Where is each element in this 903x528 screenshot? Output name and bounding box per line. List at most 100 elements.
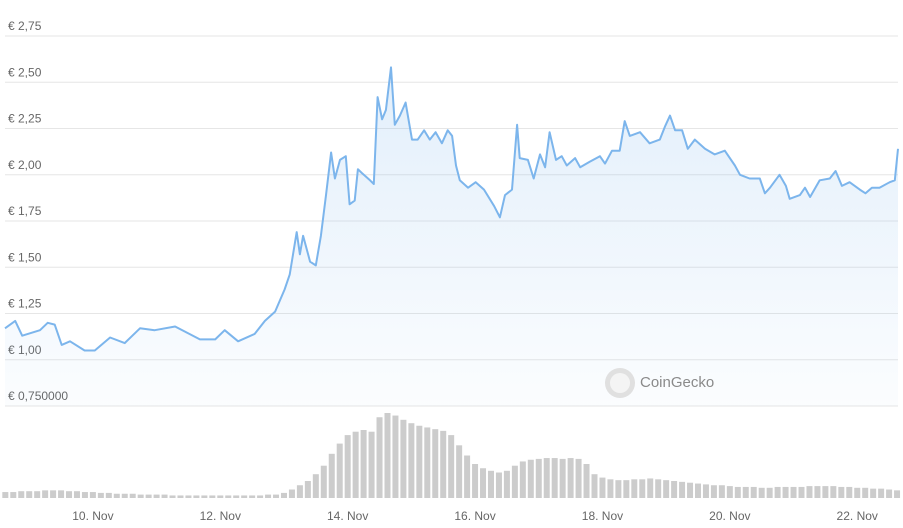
volume-bar bbox=[432, 429, 439, 498]
volume-bar bbox=[655, 479, 662, 498]
volume-bar bbox=[511, 465, 518, 498]
volume-bar bbox=[137, 494, 144, 498]
volume-bar bbox=[265, 494, 272, 498]
volume-bar bbox=[782, 486, 789, 498]
volume-bar bbox=[416, 425, 423, 498]
x-tick-label: 22. Nov bbox=[837, 509, 878, 523]
volume-bar bbox=[487, 470, 494, 498]
volume-bar bbox=[129, 493, 136, 498]
volume-bar bbox=[710, 485, 717, 498]
x-tick-label: 10. Nov bbox=[72, 509, 113, 523]
volume-bar bbox=[304, 481, 311, 498]
volume-bar bbox=[639, 479, 646, 498]
volume-bar bbox=[408, 423, 415, 498]
volume-bar bbox=[798, 486, 805, 498]
volume-bar bbox=[607, 479, 614, 498]
volume-bar bbox=[830, 486, 837, 498]
volume-bar bbox=[750, 486, 757, 498]
volume-bar bbox=[50, 490, 57, 498]
volume-bar bbox=[551, 458, 558, 498]
volume-bar bbox=[583, 464, 590, 498]
watermark: CoinGecko bbox=[605, 368, 714, 398]
y-tick-label: € 1,50 bbox=[8, 250, 42, 264]
volume-bar bbox=[631, 479, 638, 498]
volume-bar bbox=[34, 491, 41, 498]
volume-bar bbox=[225, 495, 232, 498]
volume-bar bbox=[870, 488, 877, 498]
volume-bar bbox=[464, 455, 471, 498]
volume-bar bbox=[838, 486, 845, 498]
volume-bar bbox=[384, 413, 391, 498]
volume-bar bbox=[742, 486, 749, 498]
volume-bar bbox=[161, 494, 168, 498]
volume-bar bbox=[376, 417, 383, 498]
x-tick-label: 20. Nov bbox=[709, 509, 750, 523]
volume-bar bbox=[559, 458, 566, 498]
volume-bar bbox=[846, 486, 853, 498]
volume-bar bbox=[121, 493, 128, 498]
volume-bar bbox=[822, 486, 829, 498]
volume-bar bbox=[503, 470, 510, 498]
volume-bar bbox=[702, 484, 709, 498]
volume-bar bbox=[456, 445, 463, 498]
volume-bar bbox=[886, 489, 893, 498]
volume-bar bbox=[368, 431, 375, 498]
volume-bar bbox=[233, 495, 240, 498]
volume-bar bbox=[472, 464, 479, 498]
volume-bar bbox=[671, 481, 678, 498]
volume-bar bbox=[615, 480, 622, 498]
volume-bar bbox=[527, 459, 534, 498]
volume-bar bbox=[113, 493, 120, 498]
volume-bar bbox=[400, 419, 407, 498]
volume-bar bbox=[193, 495, 200, 498]
y-tick-label: € 1,25 bbox=[8, 297, 42, 311]
volume-bar bbox=[328, 453, 335, 498]
volume-bar bbox=[10, 492, 17, 498]
volume-bar bbox=[599, 477, 606, 498]
volume-bar bbox=[647, 478, 654, 498]
volume-bar bbox=[169, 495, 176, 498]
volume-bar bbox=[97, 492, 104, 498]
volume-bar bbox=[241, 495, 248, 498]
volume-bar bbox=[249, 495, 256, 498]
volume-bar bbox=[344, 435, 351, 498]
volume-bar bbox=[854, 487, 861, 498]
volume-bar bbox=[790, 486, 797, 498]
volume-bar bbox=[694, 483, 701, 498]
volume-bar bbox=[392, 415, 399, 498]
volume-bar bbox=[814, 486, 821, 498]
volume-bar bbox=[352, 431, 359, 498]
volume-bar bbox=[440, 430, 447, 498]
volume-bar bbox=[687, 482, 694, 498]
volume-bar bbox=[153, 494, 160, 498]
volume-bar bbox=[336, 443, 343, 498]
volume-bar bbox=[81, 492, 88, 498]
volume-bar bbox=[480, 468, 487, 498]
volume-bar bbox=[273, 494, 280, 498]
volume-bar bbox=[862, 487, 869, 498]
volume-bar bbox=[519, 461, 526, 498]
y-tick-label: € 2,75 bbox=[8, 19, 42, 33]
volume-bar bbox=[535, 458, 542, 498]
volume-bar bbox=[177, 495, 184, 498]
volume-bar bbox=[312, 474, 319, 498]
volume-bar bbox=[758, 487, 765, 498]
volume-bar bbox=[894, 490, 901, 498]
volume-bar bbox=[543, 458, 550, 498]
volume-bar bbox=[73, 491, 80, 498]
volume-bar bbox=[288, 489, 295, 498]
volume-bar bbox=[201, 495, 208, 498]
x-tick-label: 14. Nov bbox=[327, 509, 368, 523]
volume-bar bbox=[424, 427, 431, 498]
volume-bar bbox=[66, 491, 73, 498]
x-tick-label: 18. Nov bbox=[582, 509, 623, 523]
volume-bar bbox=[360, 430, 367, 498]
y-tick-label: € 2,50 bbox=[8, 65, 42, 79]
volume-bar bbox=[42, 490, 49, 498]
volume-bar bbox=[2, 492, 9, 498]
volume-bar bbox=[663, 480, 670, 498]
volume-bar bbox=[26, 491, 33, 498]
watermark-logo-inner bbox=[610, 373, 630, 393]
y-tick-label: € 2,25 bbox=[8, 112, 42, 126]
